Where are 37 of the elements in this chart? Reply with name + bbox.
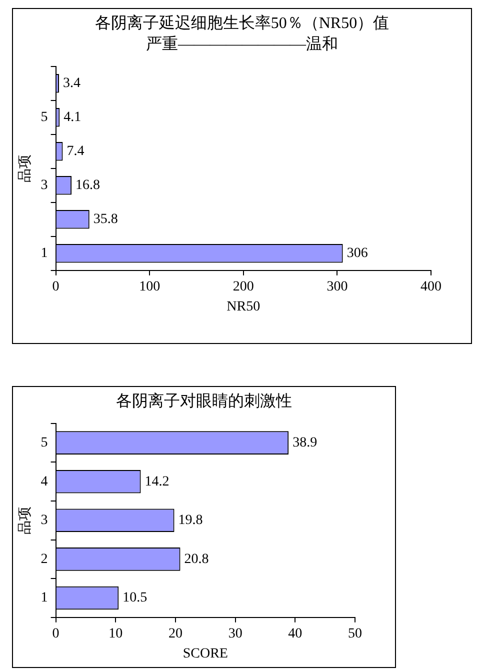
x-axis-title: NR50	[226, 299, 260, 314]
data-label: 38.9	[292, 435, 318, 450]
x-tick-label: 300	[326, 279, 348, 294]
y-tick-label: 1	[40, 246, 48, 262]
x-tick-label: 100	[139, 279, 160, 294]
chart-subtitle: 严重————————温和	[145, 34, 339, 55]
data-label: 3.4	[62, 76, 80, 92]
chart-title: 各阴离子对眼睛的刺激性	[115, 392, 293, 412]
data-label: 16.8	[76, 178, 100, 194]
y-tick-label: 4	[40, 474, 48, 490]
data-label: 35.8	[93, 212, 118, 228]
x-tick-label: 400	[420, 279, 442, 294]
x-tick-label: 20	[168, 626, 182, 642]
data-label: 14.2	[144, 474, 170, 490]
x-tick-label: 30	[228, 626, 242, 642]
x-tick-label: 50	[348, 626, 362, 642]
x-tick-label: 40	[288, 626, 302, 642]
x-tick-label: 10	[108, 626, 123, 642]
data-label: 7.4	[66, 144, 84, 160]
y-tick-label: 2	[40, 552, 48, 567]
y-tick-label: 3	[40, 513, 48, 528]
y-tick-label: 5	[40, 435, 48, 450]
x-tick-label: 0	[52, 626, 60, 642]
data-label: 306	[346, 246, 368, 262]
y-tick-label: 5	[40, 110, 48, 126]
data-label: 19.8	[178, 513, 203, 528]
y-axis-title: 品项	[17, 506, 34, 534]
y-tick-label: 1	[40, 590, 48, 606]
data-label: 4.1	[64, 110, 82, 126]
x-tick-label: 0	[52, 279, 60, 294]
data-label: 20.8	[184, 552, 209, 567]
x-tick-label: 200	[232, 279, 254, 294]
x-axis-title: SCORE	[182, 646, 228, 662]
data-label: 10.5	[122, 590, 148, 606]
y-axis-title: 品项	[17, 154, 34, 182]
y-tick-label: 3	[40, 178, 48, 194]
chart-title: 各阴离子延迟细胞生长率50％（NR50）值	[94, 14, 390, 34]
